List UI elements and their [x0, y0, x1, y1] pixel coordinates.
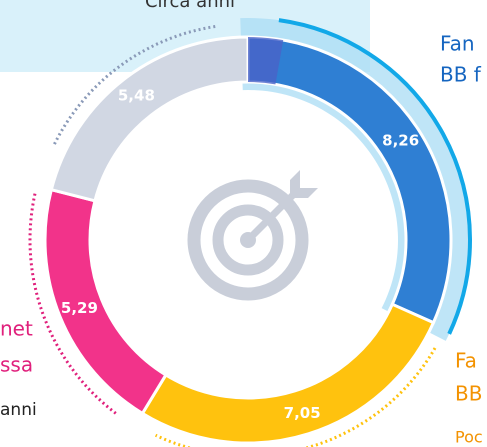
- value-label: 5,29: [61, 299, 98, 317]
- arrow-arc: [154, 347, 437, 447]
- arrow-arc: [278, 18, 472, 335]
- donut-segment: [49, 35, 250, 203]
- annotation: anni: [0, 400, 37, 420]
- target-icon: [187, 170, 318, 301]
- segment-shade: [248, 37, 284, 85]
- annotation: Fan: [440, 32, 475, 56]
- value-label: 7,05: [284, 404, 321, 422]
- annotation: Poc: [455, 428, 483, 447]
- annotation: Fa: [455, 349, 477, 373]
- annotation: Circa anni: [145, 0, 235, 12]
- annotation: net: [0, 317, 33, 341]
- value-label: 5,48: [118, 87, 155, 105]
- annotation: ssa: [0, 353, 33, 377]
- annotation: BB: [455, 382, 482, 406]
- value-label: 8,26: [382, 131, 419, 149]
- annotation: BB f: [440, 63, 482, 87]
- donut: [43, 35, 453, 445]
